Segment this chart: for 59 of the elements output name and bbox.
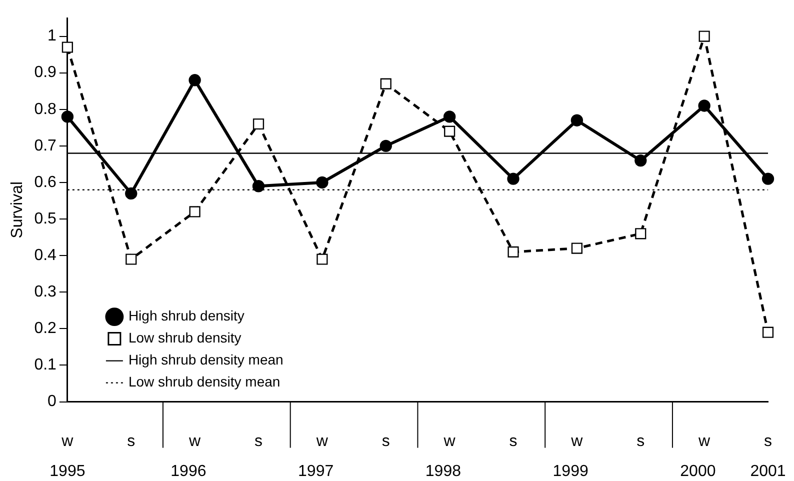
point [634, 154, 647, 167]
point [125, 187, 138, 200]
point [252, 118, 264, 130]
point [189, 206, 200, 218]
x-tick-label: s [509, 432, 518, 450]
y-tick-label: 0.9 [34, 64, 57, 82]
y-tick-label: 0.1 [34, 356, 57, 374]
text: 1997 [298, 463, 334, 480]
point [762, 172, 774, 185]
point [444, 126, 456, 137]
point [188, 74, 201, 86]
text: 2000 [680, 463, 716, 480]
point [762, 326, 774, 338]
y-tick-label: 0.2 [34, 320, 57, 338]
x-tick-label: s [636, 432, 645, 450]
text: 1995 [50, 463, 86, 480]
y-tick-label: 0.3 [34, 284, 57, 301]
legend-label: High shrub density mean [128, 352, 284, 368]
legend-label: High shrub density [128, 308, 244, 324]
point [570, 114, 584, 126]
point [380, 140, 392, 152]
point [635, 228, 646, 240]
x-tick-label: w [698, 432, 711, 450]
text: 2001 [750, 463, 786, 480]
point [316, 254, 328, 265]
y-tick-label: 0.4 [34, 246, 57, 264]
y-axis-title: Survival [9, 181, 26, 238]
x-tick-label: s [382, 432, 390, 450]
point [61, 110, 74, 123]
point [507, 172, 520, 185]
x-tick-label: s [127, 432, 136, 450]
text: 1996 [170, 463, 206, 480]
point [62, 42, 73, 53]
x-tick-label: w [315, 432, 328, 450]
legend-label: Low shrub density [128, 330, 242, 346]
x-tick-label: w [442, 432, 456, 450]
y-tick-label: 0.8 [34, 100, 57, 118]
x-tick-label: s [764, 432, 772, 450]
point [380, 78, 392, 90]
y-tick-label: 0 [48, 393, 57, 410]
y-tick-label: 1 [48, 28, 57, 45]
point [443, 110, 456, 123]
y-tick-label: 0.6 [34, 174, 57, 191]
point [316, 176, 328, 189]
text: 1998 [425, 463, 462, 480]
point [126, 254, 137, 265]
x-tick-label: w [60, 432, 74, 450]
x-tick-label: s [254, 432, 263, 450]
x-tick-label: w [570, 432, 584, 450]
point [508, 246, 519, 258]
y-tick-label: 0.7 [34, 137, 57, 154]
point [571, 242, 582, 254]
text: 1999 [552, 463, 588, 480]
x-tick-label: w [188, 432, 202, 450]
y-tick-label: 0.5 [34, 210, 57, 228]
point [698, 100, 710, 112]
point [252, 180, 265, 192]
point [698, 30, 710, 42]
legend-label: Low shrub density mean [128, 374, 280, 390]
